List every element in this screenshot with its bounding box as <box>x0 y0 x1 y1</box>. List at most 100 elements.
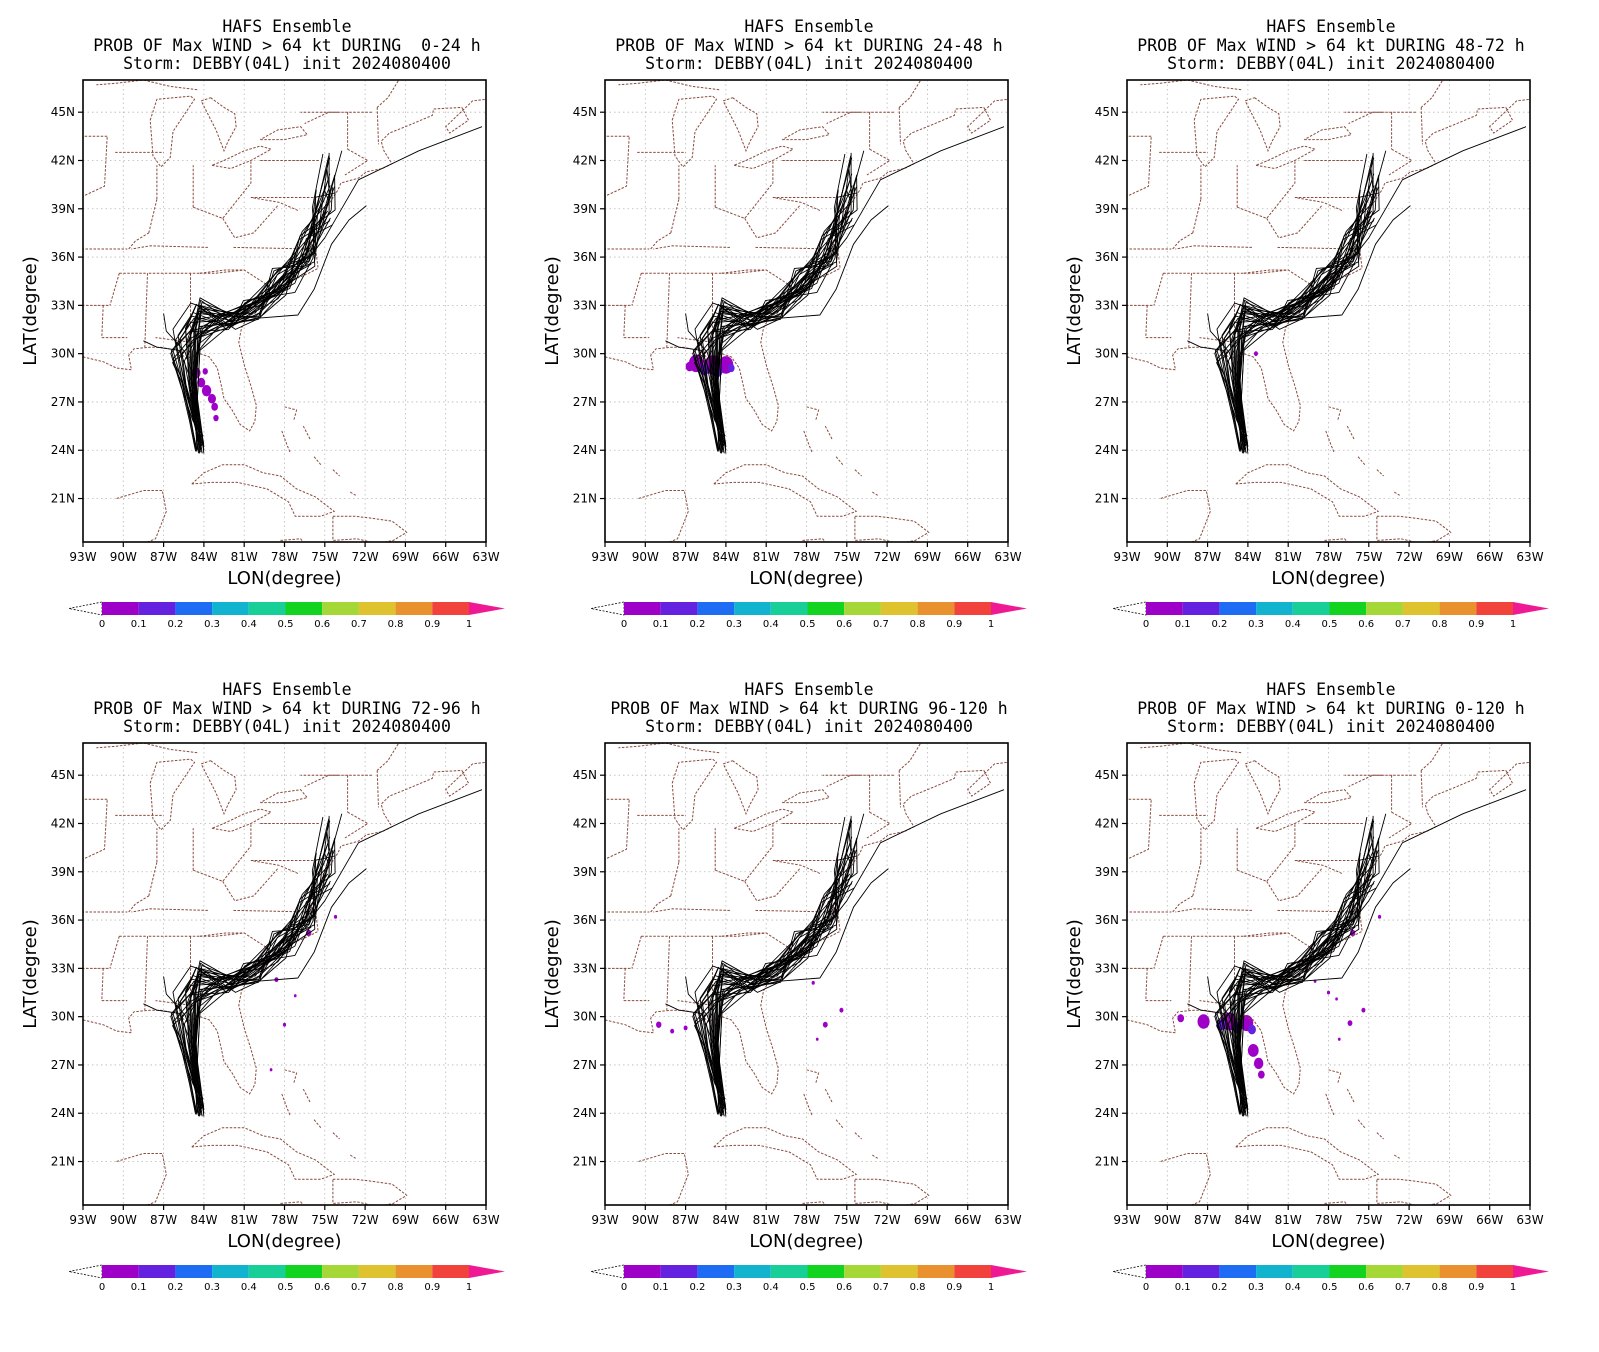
state-border <box>1266 868 1323 902</box>
colorbar-swatch <box>1329 1265 1367 1278</box>
ensemble-track <box>1187 1003 1246 1112</box>
panel-title-line3: Storm: DEBBY(04L) init 2024080400 <box>1167 717 1495 736</box>
colorbar-swatch <box>1292 1265 1330 1278</box>
state-border <box>304 774 372 787</box>
colorbar-under-triangle <box>68 601 103 616</box>
coastline <box>618 80 720 91</box>
panel-title: HAFS Ensemble PROB OF Max WIND > 64 kt DU… <box>1066 680 1596 737</box>
ensemble-track <box>665 1003 724 1112</box>
coastline <box>1193 95 1240 168</box>
coastline <box>854 515 930 542</box>
state-border <box>670 861 680 897</box>
lat-tick-label: 30N <box>51 347 75 361</box>
lat-tick-label: 30N <box>1095 347 1119 361</box>
colorbar-label: 0.5 <box>1322 1282 1338 1293</box>
colorbar-label: 0.3 <box>1248 619 1264 630</box>
colorbar-swatch <box>844 1265 881 1278</box>
colorbar-swatch <box>1182 602 1220 615</box>
ensemble-track <box>1214 255 1340 437</box>
colorbar-label: 0.2 <box>689 1282 705 1293</box>
coastline <box>1324 1201 1348 1205</box>
colorbar-swatch <box>1329 602 1367 615</box>
lon-tick-label: 66W <box>954 1213 981 1227</box>
map-panel-0-120h: HAFS Ensemble PROB OF Max WIND > 64 kt DU… <box>1064 667 1596 1337</box>
state-border <box>155 273 193 343</box>
probability-shade <box>1347 1020 1353 1026</box>
lon-tick-label: 75W <box>1355 1213 1382 1227</box>
lat-tick-label: 33N <box>51 298 75 312</box>
state-border <box>605 136 630 197</box>
ensemble-track <box>1223 189 1361 438</box>
state-border <box>199 932 245 937</box>
colorbar-swatch <box>395 602 433 615</box>
colorbar-swatch <box>358 1265 396 1278</box>
state-border <box>144 936 148 1011</box>
probability-shade <box>822 1021 828 1028</box>
coastline <box>1235 464 1380 517</box>
colorbar-label: 0.4 <box>241 619 257 630</box>
colorbar-swatch <box>917 602 955 615</box>
coastline <box>733 145 795 170</box>
lon-tick-label: 81W <box>231 550 258 564</box>
lat-tick-label: 45N <box>573 105 597 119</box>
state-border <box>1188 273 1192 348</box>
lon-tick-label: 78W <box>271 1213 298 1227</box>
ensemble-track <box>185 153 324 442</box>
panel-title-line3: Storm: DEBBY(04L) init 2024080400 <box>123 54 451 73</box>
state-border <box>677 936 715 1006</box>
state-border <box>1348 111 1416 124</box>
state-border <box>715 823 774 882</box>
map-plot: 45N 42N 39N 36N 33N 30N 27N 24N 21N 93W 90W 87W 84W 8… <box>20 79 505 630</box>
panel-title-line2: PROB OF Max WIND > 64 kt DURING 24-48 h <box>615 35 1003 55</box>
colorbar-under-triangle <box>1112 601 1147 616</box>
colorbar-swatch <box>770 1265 808 1278</box>
colorbar-swatch <box>807 602 845 615</box>
lat-tick-label: 21N <box>573 492 597 506</box>
colorbar-swatch <box>248 602 286 615</box>
map-plot: 45N 42N 39N 36N 33N 30N 27N 24N 21N 93W 90W 87W 84W 8… <box>20 742 505 1293</box>
lon-tick-label: 81W <box>753 1213 780 1227</box>
colorbar-label: 0.8 <box>1432 1282 1448 1293</box>
lon-tick-label: 87W <box>150 550 177 564</box>
ensemble-track <box>1214 918 1340 1100</box>
lat-tick-label: 27N <box>1095 1058 1119 1072</box>
state-border <box>148 861 158 897</box>
lon-tick-label: 81W <box>1275 1213 1302 1227</box>
coastline <box>1160 1153 1211 1205</box>
lon-tick-label: 69W <box>392 550 419 564</box>
state-border <box>898 770 901 808</box>
state-border <box>898 743 922 771</box>
coastline <box>302 1088 311 1103</box>
colorbar-label: 0.6 <box>1358 619 1374 630</box>
ensemble-track <box>185 816 324 1105</box>
map-content <box>1127 743 1530 1205</box>
coastline <box>1346 425 1355 440</box>
colorbar-under-triangle <box>590 601 625 616</box>
x-axis-label: LON(degree) <box>1271 568 1385 589</box>
colorbar-label: 0.7 <box>1395 619 1411 630</box>
colorbar-swatch <box>807 1265 845 1278</box>
y-axis-label: LAT(degree) <box>20 919 41 1028</box>
lon-tick-label: 84W <box>1234 550 1261 564</box>
panel-title-line2: PROB OF Max WIND > 64 kt DURING 0-24 h <box>93 35 481 55</box>
lat-tick-label: 36N <box>573 913 597 927</box>
state-border <box>1127 136 1152 197</box>
probability-shade <box>197 377 206 388</box>
state-border <box>199 932 277 955</box>
state-border <box>128 232 150 250</box>
y-axis-label: LAT(degree) <box>542 256 563 365</box>
coastline <box>284 406 298 420</box>
state-border <box>653 908 730 913</box>
colorbar-under-triangle <box>1112 1264 1147 1279</box>
ensemble-track <box>716 253 818 451</box>
state-border <box>866 148 891 176</box>
colorbar-label: 0 <box>1143 619 1149 630</box>
lat-tick-label: 27N <box>1095 395 1119 409</box>
state-border <box>1243 269 1289 274</box>
coastline <box>803 430 813 453</box>
coastline <box>1357 456 1366 466</box>
colorbar-label: 0.2 <box>689 619 705 630</box>
ensemble-track <box>163 976 205 1111</box>
coastline <box>806 1069 820 1083</box>
probability-shade <box>727 364 735 373</box>
